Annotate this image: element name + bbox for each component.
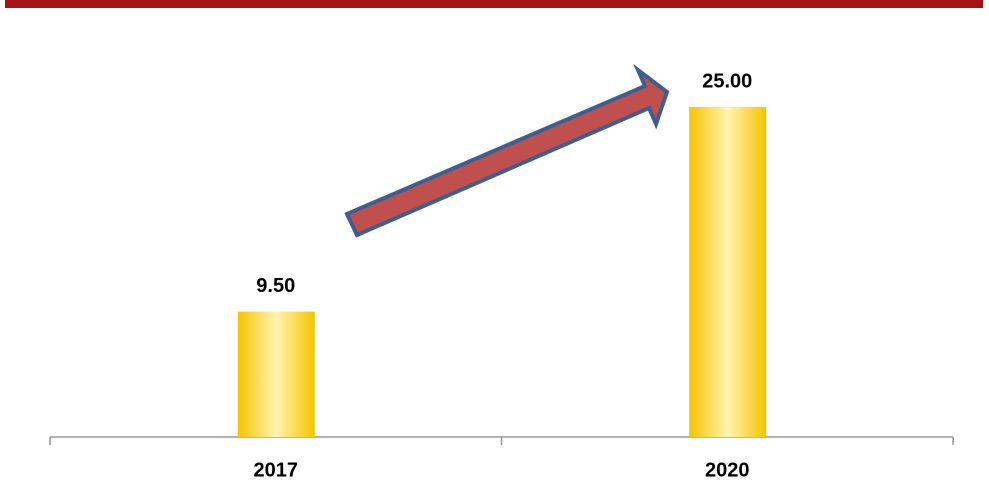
- x-tick-label: 2020: [705, 459, 750, 481]
- bar: [689, 107, 767, 437]
- x-tick-label: 2017: [254, 459, 299, 481]
- value-label: 25.00: [702, 70, 752, 92]
- bar: [237, 311, 315, 437]
- value-label: 9.50: [256, 275, 295, 297]
- trend-arrow: [344, 63, 670, 238]
- header-band: [5, 0, 983, 8]
